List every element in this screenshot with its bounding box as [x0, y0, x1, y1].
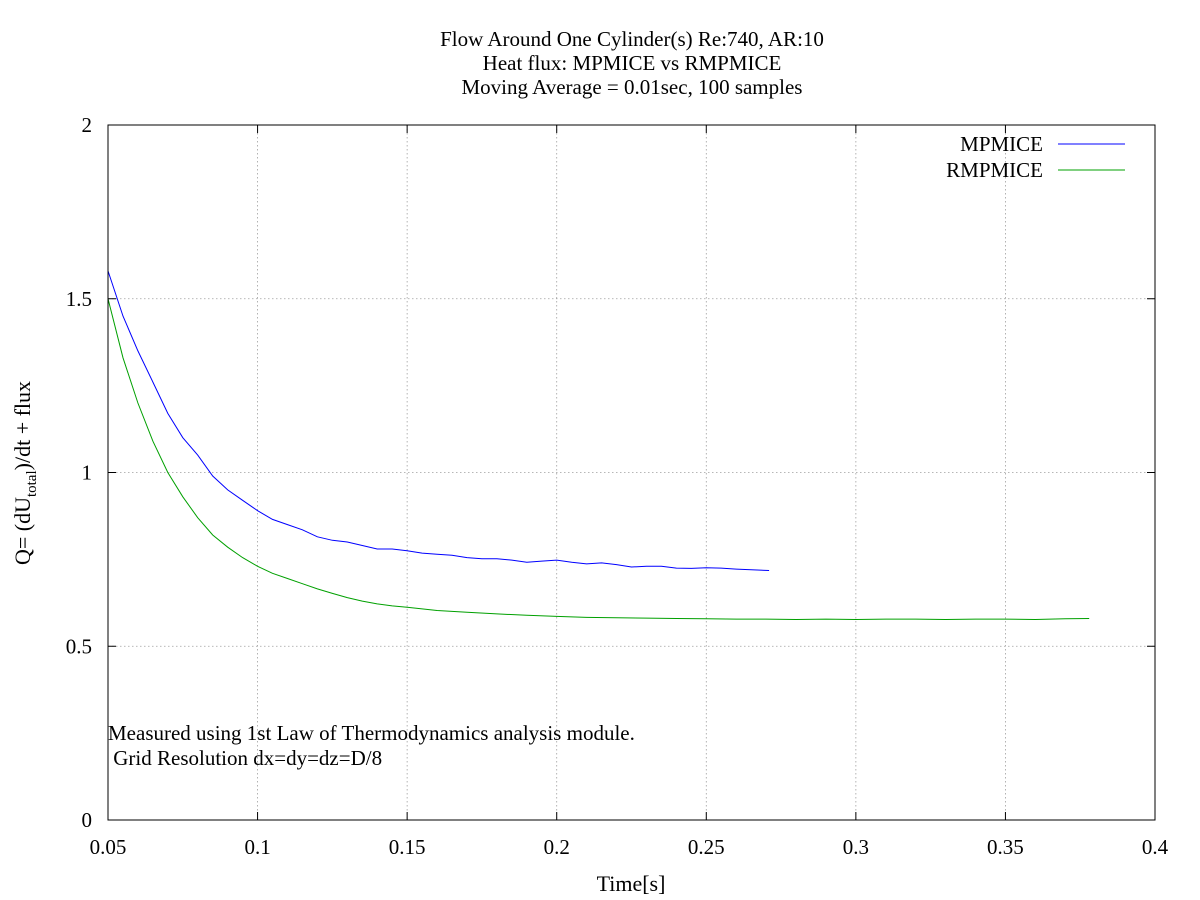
legend-label-rmpmice: RMPMICE — [946, 158, 1043, 182]
x-tick-label: 0.25 — [688, 835, 725, 859]
x-tick-label: 0.2 — [544, 835, 570, 859]
x-tick-label: 0.05 — [90, 835, 127, 859]
y-tick-label: 2 — [82, 113, 93, 137]
x-tick-label: 0.1 — [244, 835, 270, 859]
x-tick-label: 0.15 — [389, 835, 426, 859]
x-tick-label: 0.3 — [843, 835, 869, 859]
title-line-3: Moving Average = 0.01sec, 100 samples — [462, 75, 803, 99]
series-layer — [107, 270, 1090, 621]
legend-label-mpmice: MPMICE — [960, 132, 1043, 156]
y-tick-label: 0.5 — [66, 634, 92, 658]
y-axis-label: Q= (dUtotal)/dt + flux — [10, 381, 40, 565]
series-line-mpmice — [107, 270, 770, 571]
y-axis-label-sub: total — [24, 470, 40, 497]
annotation: Measured using 1st Law of Thermodynamics… — [108, 721, 635, 770]
x-tick-label: 0.35 — [987, 835, 1024, 859]
y-tick-label: 0 — [82, 808, 93, 832]
axis-ticks: 0.05 0.1 0.15 0.2 0.25 0.3 0.35 0.4 0 0.5 1 1.5 2 — [66, 113, 1169, 859]
x-tick-label: 0.4 — [1142, 835, 1169, 859]
title-line-2: Heat flux: MPMICE vs RMPMICE — [483, 51, 782, 75]
chart-title: Flow Around One Cylinder(s) Re:740, AR:1… — [440, 27, 824, 99]
legend: MPMICE RMPMICE — [946, 132, 1125, 182]
y-tick-label: 1 — [82, 461, 93, 485]
annotation-line-1: Measured using 1st Law of Thermodynamics… — [108, 721, 635, 745]
x-axis-label: Time[s] — [597, 871, 666, 896]
y-axis-label-post: )/dt + flux — [10, 381, 35, 470]
grid-lines — [108, 125, 1155, 820]
annotation-line-2: Grid Resolution dx=dy=dz=D/8 — [108, 746, 382, 770]
y-tick-label: 1.5 — [66, 287, 92, 311]
y-axis-label-pre: Q= (dU — [10, 497, 35, 565]
title-line-1: Flow Around One Cylinder(s) Re:740, AR:1… — [440, 27, 824, 51]
series-line-rmpmice — [107, 298, 1090, 621]
